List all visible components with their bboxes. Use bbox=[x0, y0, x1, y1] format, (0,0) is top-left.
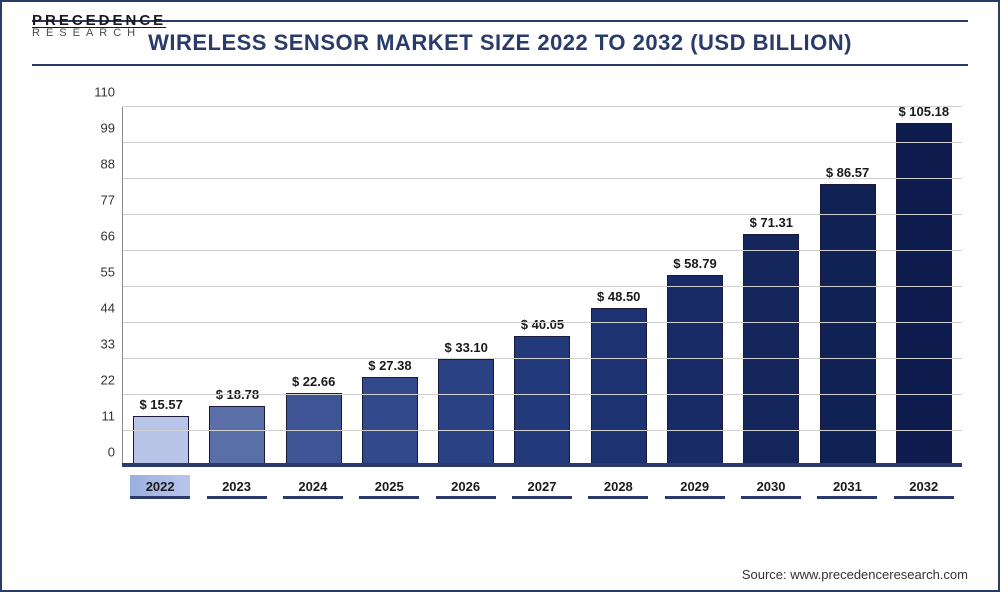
chart-bar bbox=[591, 308, 647, 467]
brand-logo: PRECEDENCE RESEARCH bbox=[32, 12, 166, 39]
chart-x-tick-label: 2022 bbox=[130, 475, 190, 499]
chart-y-tick-label: 55 bbox=[83, 265, 115, 280]
chart-x-tick-label: 2026 bbox=[436, 475, 496, 499]
chart-bar-wrap: $ 86.57 bbox=[818, 165, 878, 467]
chart-x-axis: 2022 2023 2024 2025 2026 2027 2028 2029 2030 2031… bbox=[122, 475, 962, 507]
chart-baseline bbox=[122, 463, 962, 467]
chart-y-tick-label: 0 bbox=[83, 445, 115, 460]
chart-bar-wrap: $ 22.66 bbox=[284, 374, 344, 467]
chart-y-tick-label: 33 bbox=[83, 337, 115, 352]
chart-y-tick-label: 99 bbox=[83, 121, 115, 136]
chart-y-tick-label: 44 bbox=[83, 301, 115, 316]
chart-bar bbox=[362, 377, 418, 467]
chart-bar-value-label: $ 40.05 bbox=[521, 317, 564, 332]
chart-y-tick-label: 11 bbox=[83, 409, 115, 424]
chart-bar-value-label: $ 15.57 bbox=[139, 397, 182, 412]
chart-bar-wrap: $ 27.38 bbox=[360, 358, 420, 467]
chart-x-tick-label: 2029 bbox=[665, 475, 725, 499]
chart-title-bar: WIRELESS SENSOR MARKET SIZE 2022 TO 2032… bbox=[32, 20, 968, 66]
chart-x-tick-label: 2025 bbox=[359, 475, 419, 499]
chart-gridline bbox=[123, 286, 962, 287]
chart-bar bbox=[133, 416, 189, 467]
chart-bar-wrap: $ 40.05 bbox=[512, 317, 572, 467]
chart-bar-value-label: $ 71.31 bbox=[750, 215, 793, 230]
chart-bar bbox=[896, 123, 952, 467]
chart-bars: $ 15.57 $ 18.78 $ 22.66 $ 27.38 $ 33.10 $ 40.… bbox=[123, 107, 962, 467]
chart-x-tick-label: 2031 bbox=[817, 475, 877, 499]
chart-x-tick-label: 2032 bbox=[894, 475, 954, 499]
chart-gridline bbox=[123, 394, 962, 395]
chart-x-tick-label: 2024 bbox=[283, 475, 343, 499]
chart-bar bbox=[743, 234, 799, 467]
chart-bar-wrap: $ 18.78 bbox=[207, 387, 267, 467]
chart-bar bbox=[820, 184, 876, 467]
chart-y-tick-label: 22 bbox=[83, 373, 115, 388]
chart-y-tick-label: 77 bbox=[83, 193, 115, 208]
chart-bar-wrap: $ 48.50 bbox=[589, 289, 649, 467]
chart-plot: $ 15.57 $ 18.78 $ 22.66 $ 27.38 $ 33.10 $ 40.… bbox=[122, 107, 962, 467]
chart-bar-value-label: $ 33.10 bbox=[445, 340, 488, 355]
chart-area: $ 15.57 $ 18.78 $ 22.66 $ 27.38 $ 33.10 $ 40.… bbox=[82, 97, 962, 507]
chart-bar-wrap: $ 15.57 bbox=[131, 397, 191, 467]
chart-gridline bbox=[123, 358, 962, 359]
chart-gridline bbox=[123, 322, 962, 323]
chart-gridline bbox=[123, 430, 962, 431]
chart-title: WIRELESS SENSOR MARKET SIZE 2022 TO 2032… bbox=[32, 30, 968, 56]
chart-gridline bbox=[123, 214, 962, 215]
chart-bar bbox=[209, 406, 265, 467]
chart-gridline bbox=[123, 250, 962, 251]
chart-bar-value-label: $ 22.66 bbox=[292, 374, 335, 389]
chart-gridline bbox=[123, 142, 962, 143]
chart-x-tick-label: 2027 bbox=[512, 475, 572, 499]
chart-x-tick-label: 2028 bbox=[588, 475, 648, 499]
chart-source: Source: www.precedenceresearch.com bbox=[742, 567, 968, 582]
chart-x-tick-label: 2023 bbox=[207, 475, 267, 499]
chart-gridline bbox=[123, 106, 962, 107]
chart-x-tick-label: 2030 bbox=[741, 475, 801, 499]
chart-bar-value-label: $ 58.79 bbox=[673, 256, 716, 271]
chart-bar bbox=[438, 359, 494, 467]
chart-y-tick-label: 88 bbox=[83, 157, 115, 172]
chart-bar-wrap: $ 58.79 bbox=[665, 256, 725, 467]
chart-bar-value-label: $ 27.38 bbox=[368, 358, 411, 373]
chart-bar bbox=[514, 336, 570, 467]
chart-gridline bbox=[123, 178, 962, 179]
chart-bar bbox=[667, 275, 723, 467]
chart-y-tick-label: 110 bbox=[83, 85, 115, 100]
chart-y-tick-label: 66 bbox=[83, 229, 115, 244]
chart-bar-value-label: $ 48.50 bbox=[597, 289, 640, 304]
